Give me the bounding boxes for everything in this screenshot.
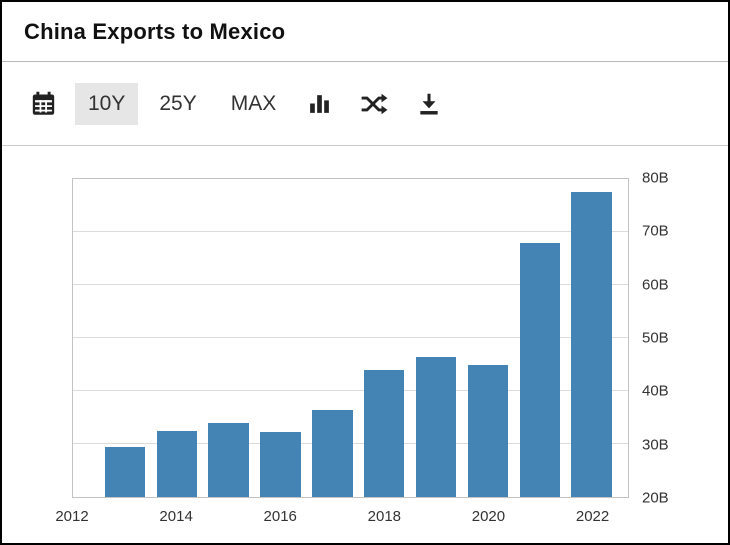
range-button-10y[interactable]: 10Y [75, 82, 139, 125]
gridline [73, 390, 628, 391]
y-axis-tick-label: 60B [642, 276, 669, 294]
chart-region: 20B 30B 40B 50B 60B 70B 80B 2012 2014 2016 2018 20… [2, 146, 728, 542]
compare-button[interactable] [350, 82, 398, 126]
bar-2019 [415, 356, 457, 497]
gridline [73, 337, 628, 338]
y-axis-tick-label: 40B [642, 382, 669, 400]
y-axis-tick-label: 20B [642, 489, 669, 507]
x-axis-tick-label: 2014 [159, 508, 193, 525]
bar-2014 [156, 430, 197, 497]
range-button-max[interactable]: MAX [218, 83, 290, 125]
download-icon [416, 91, 442, 117]
chart-toolbar: 10Y 25Y MAX [2, 62, 728, 146]
bar-2017 [312, 409, 353, 497]
download-button[interactable] [406, 82, 452, 126]
x-axis-tick-label: 2012 [55, 508, 89, 525]
calendar-button[interactable] [20, 81, 67, 126]
gridline [73, 284, 628, 285]
shuffle-icon [360, 91, 388, 117]
x-axis-tick-label: 2022 [575, 508, 610, 525]
bar-2022 [571, 192, 612, 497]
y-axis-tick-label: 30B [642, 436, 669, 454]
bar-2015 [208, 422, 249, 497]
bar-chart-icon [307, 91, 332, 116]
gridline [73, 231, 628, 232]
bar-2018 [363, 369, 405, 497]
bar-2020 [467, 364, 509, 497]
x-axis-labels: 2012 2014 2016 2018 2020 2022 [55, 506, 629, 528]
plot-area [72, 178, 629, 498]
page-title: China Exports to Mexico [24, 18, 286, 44]
y-axis-tick-label: 70B [642, 222, 669, 240]
y-axis-tick-label: 80B [642, 169, 669, 187]
x-axis-tick-label: 2016 [263, 508, 297, 525]
x-axis-tick-label: 2018 [367, 508, 402, 525]
chart-header: China Exports to Mexico [2, 2, 728, 62]
y-axis-tick-label: 50B [642, 329, 669, 347]
x-axis-tick-label: 2020 [471, 508, 506, 525]
calendar-icon [30, 90, 57, 117]
bar-2021 [519, 242, 561, 497]
bar-chart-button[interactable] [297, 82, 342, 125]
bar-2016 [260, 431, 301, 497]
y-axis-labels: 20B 30B 40B 50B 60B 70B 80B [642, 171, 712, 506]
range-button-25y[interactable]: 25Y [146, 83, 209, 125]
bar-2013 [104, 446, 146, 497]
